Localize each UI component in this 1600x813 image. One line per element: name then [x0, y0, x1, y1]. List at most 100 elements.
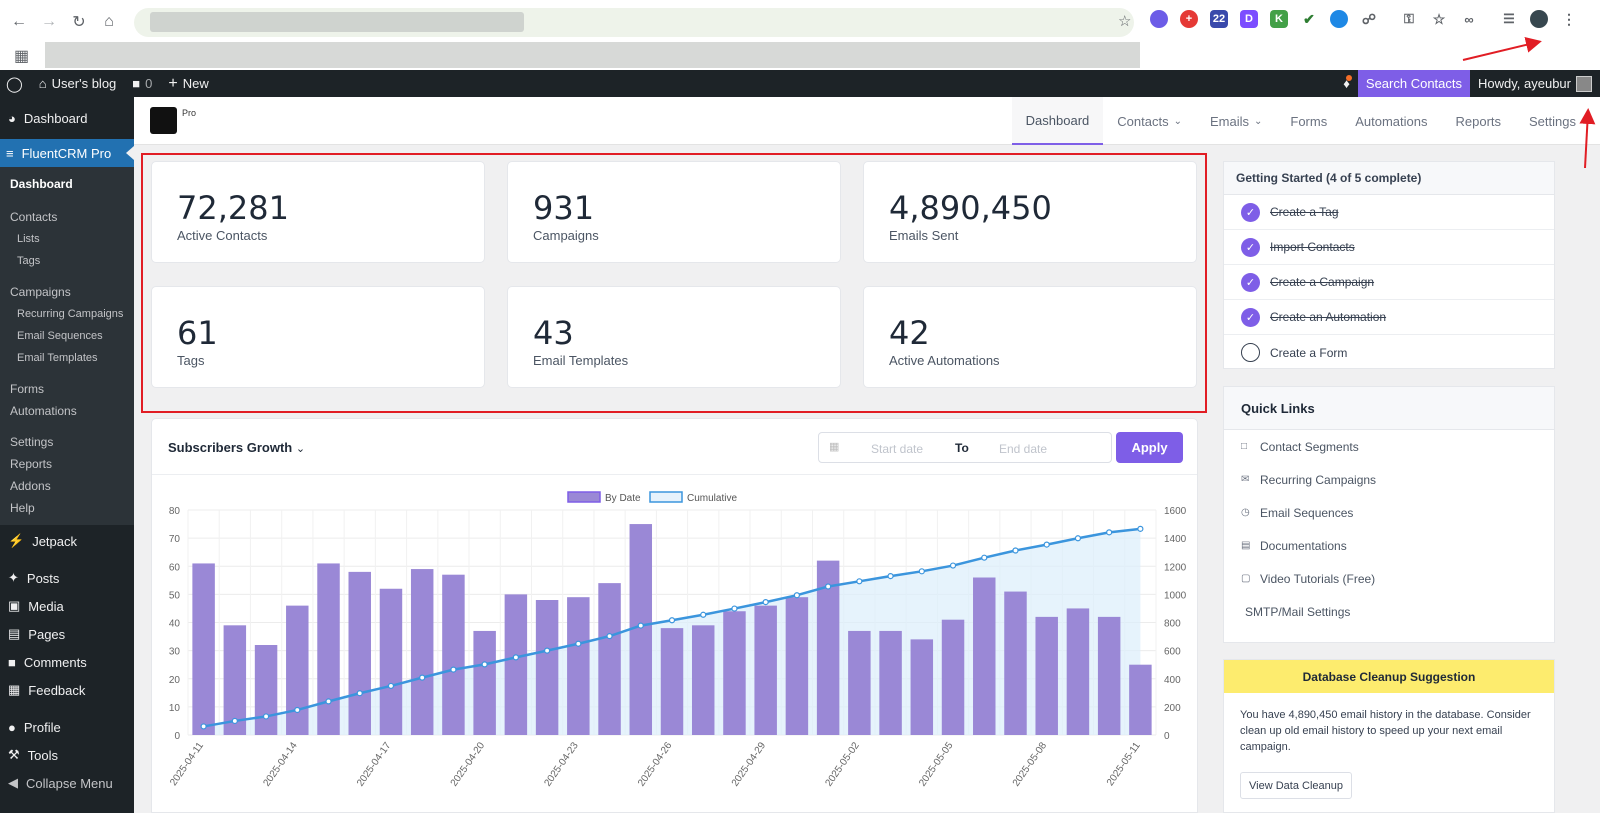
- star-outline-icon[interactable]: ☆: [1430, 10, 1448, 28]
- line-point: [387, 682, 395, 690]
- check-icon[interactable]: ✔: [1300, 10, 1318, 28]
- stat-card-tags[interactable]: 61 Tags: [151, 286, 485, 388]
- blue-circle-icon[interactable]: [1330, 10, 1348, 28]
- submenu-help[interactable]: Help: [10, 501, 35, 515]
- link-icon[interactable]: ∞: [1460, 10, 1478, 28]
- legend-swatch-cumulative: [649, 491, 683, 503]
- badge-22-icon[interactable]: 22: [1210, 10, 1228, 28]
- sidebar-item-tools[interactable]: ⚒ Tools: [0, 741, 134, 769]
- sidebar-item-posts[interactable]: ✦ Posts: [0, 564, 134, 592]
- fluentcrm-logo[interactable]: [150, 107, 177, 134]
- quick-link-video-tutorials[interactable]: ▢ Video Tutorials (Free): [1224, 562, 1554, 595]
- y-left-tick-label: 10: [169, 703, 181, 714]
- submenu-reports[interactable]: Reports: [10, 457, 53, 471]
- stat-card-email-templates[interactable]: 43 Email Templates: [507, 286, 841, 388]
- tab-settings[interactable]: Settings: [1515, 97, 1590, 145]
- submenu-campaigns[interactable]: Campaigns: [10, 285, 71, 299]
- submenu-forms[interactable]: Forms: [10, 382, 44, 396]
- quick-link-contact-segments[interactable]: □ Contact Segments: [1224, 430, 1554, 463]
- bar: [1004, 591, 1027, 735]
- submenu-settings[interactable]: Settings: [10, 435, 54, 449]
- end-date-input[interactable]: End date: [999, 442, 1048, 456]
- submenu-email-sequences[interactable]: Email Sequences: [17, 330, 103, 342]
- tab-dashboard[interactable]: Dashboard: [1011, 97, 1104, 145]
- tab-contacts[interactable]: Contacts ⌄: [1103, 97, 1196, 145]
- quick-link-documentations[interactable]: ▤ Documentations: [1224, 529, 1554, 562]
- line-point: [294, 706, 301, 714]
- sidebar-item-dashboard[interactable]: ◕ Dashboard: [0, 97, 134, 139]
- stat-value: 4,890,450: [889, 189, 1052, 227]
- my-account-link[interactable]: Howdy, ayeubur: [1470, 70, 1600, 97]
- stat-card-active-contacts[interactable]: 72,281 Active Contacts: [151, 161, 485, 263]
- line-point: [1137, 525, 1144, 532]
- notification-bell-icon[interactable]: ♦: [1343, 75, 1352, 91]
- getting-started-item[interactable]: ✓ Create a Campaign: [1224, 265, 1554, 300]
- sidebar-item-profile[interactable]: ● Profile: [0, 713, 134, 741]
- quick-link-smtp-settings[interactable]: SMTP/Mail Settings: [1224, 595, 1554, 628]
- getting-started-item[interactable]: ✓ Create an Automation: [1224, 300, 1554, 335]
- search-contacts-button[interactable]: Search Contacts: [1357, 70, 1471, 97]
- apply-button[interactable]: Apply: [1116, 432, 1183, 463]
- submenu-automations[interactable]: Automations: [10, 404, 77, 418]
- puzzle-icon[interactable]: ☍: [1360, 10, 1378, 28]
- stat-card-active-automations[interactable]: 42 Active Automations: [863, 286, 1197, 388]
- bar: [379, 588, 403, 735]
- tab-forms[interactable]: Forms: [1276, 97, 1341, 145]
- start-date-input[interactable]: Start date: [871, 442, 924, 456]
- quick-link-recurring-campaigns[interactable]: ✉ Recurring Campaigns: [1224, 463, 1554, 496]
- forward-icon[interactable]: →: [41, 13, 57, 30]
- wordpress-logo-icon[interactable]: ◯: [6, 75, 23, 93]
- line-point: [325, 698, 332, 705]
- chart-type-dropdown[interactable]: Subscribers Growth ⌄: [168, 440, 305, 455]
- back-icon[interactable]: ←: [11, 13, 27, 30]
- new-content-link[interactable]: + New: [160, 70, 216, 97]
- submenu-recurring-campaigns[interactable]: Recurring Campaigns: [17, 308, 124, 320]
- sidebar-item-pages[interactable]: ▤ Pages: [0, 620, 134, 648]
- sidebar-item-fluentcrm[interactable]: ≡ FluentCRM Pro: [0, 139, 134, 167]
- chevron-down-icon: ⌄: [295, 443, 306, 455]
- d-icon[interactable]: D: [1240, 10, 1258, 28]
- date-range-picker[interactable]: ▦ Start date To End date: [818, 432, 1112, 463]
- stat-card-emails-sent[interactable]: 4,890,450 Emails Sent: [863, 161, 1197, 263]
- submenu-lists[interactable]: Lists: [17, 233, 40, 245]
- y-right-tick-label: 1000: [1164, 590, 1187, 601]
- tab-emails[interactable]: Emails ⌄: [1196, 97, 1276, 145]
- bookmark-star-icon[interactable]: ☆: [1118, 13, 1132, 30]
- getting-started-item[interactable]: Create a Form: [1224, 335, 1554, 370]
- getting-started-item[interactable]: ✓ Create a Tag: [1224, 195, 1554, 230]
- y-right-tick-label: 1200: [1164, 562, 1187, 573]
- collapse-menu-button[interactable]: ◀ Collapse Menu: [0, 769, 134, 797]
- sidebar-item-comments[interactable]: ■ Comments: [0, 648, 134, 676]
- k-icon[interactable]: K: [1270, 10, 1288, 28]
- view-data-cleanup-button[interactable]: View Data Cleanup: [1240, 772, 1352, 799]
- kebab-menu-icon[interactable]: ⋮: [1560, 10, 1578, 28]
- pin-icon: ✦: [8, 570, 19, 585]
- tab-automations[interactable]: Automations: [1341, 97, 1441, 145]
- tab-label: Contacts: [1117, 113, 1169, 129]
- check-circle-icon: ✓: [1241, 237, 1260, 257]
- submenu-dashboard[interactable]: Dashboard: [10, 177, 73, 191]
- stat-card-campaigns[interactable]: 931 Campaigns: [507, 161, 841, 263]
- reload-icon[interactable]: ↻: [72, 14, 86, 31]
- submenu-contacts[interactable]: Contacts: [10, 210, 58, 224]
- red-plus-icon[interactable]: +: [1180, 10, 1198, 28]
- quick-link-email-sequences[interactable]: ◷ Email Sequences: [1224, 496, 1554, 529]
- flame-icon[interactable]: [1150, 10, 1168, 28]
- tab-reports[interactable]: Reports: [1441, 97, 1515, 145]
- site-name-link[interactable]: ⌂ User's blog: [31, 70, 124, 97]
- home-icon[interactable]: ⌂: [104, 13, 114, 30]
- profile-avatar-icon[interactable]: [1530, 10, 1548, 28]
- x-tick-label: 2025-04-26: [636, 740, 675, 789]
- apps-grid-icon[interactable]: ▦: [14, 48, 30, 65]
- key-icon[interactable]: ⚿: [1400, 10, 1418, 28]
- submenu-email-templates[interactable]: Email Templates: [17, 352, 98, 364]
- submenu-addons[interactable]: Addons: [10, 479, 51, 493]
- reading-list-icon[interactable]: ☰: [1500, 10, 1518, 28]
- fluentcrm-header: Pro Dashboard Contacts ⌄ Emails ⌄ Forms Au…: [134, 97, 1600, 145]
- comments-link[interactable]: ■ 0: [124, 70, 160, 97]
- sidebar-item-feedback[interactable]: ▦ Feedback: [0, 676, 134, 704]
- submenu-tags[interactable]: Tags: [17, 255, 41, 267]
- getting-started-item[interactable]: ✓ Import Contacts: [1224, 230, 1554, 265]
- sidebar-item-media[interactable]: ▣ Media: [0, 592, 134, 620]
- sidebar-item-jetpack[interactable]: ⚡ Jetpack: [0, 527, 134, 555]
